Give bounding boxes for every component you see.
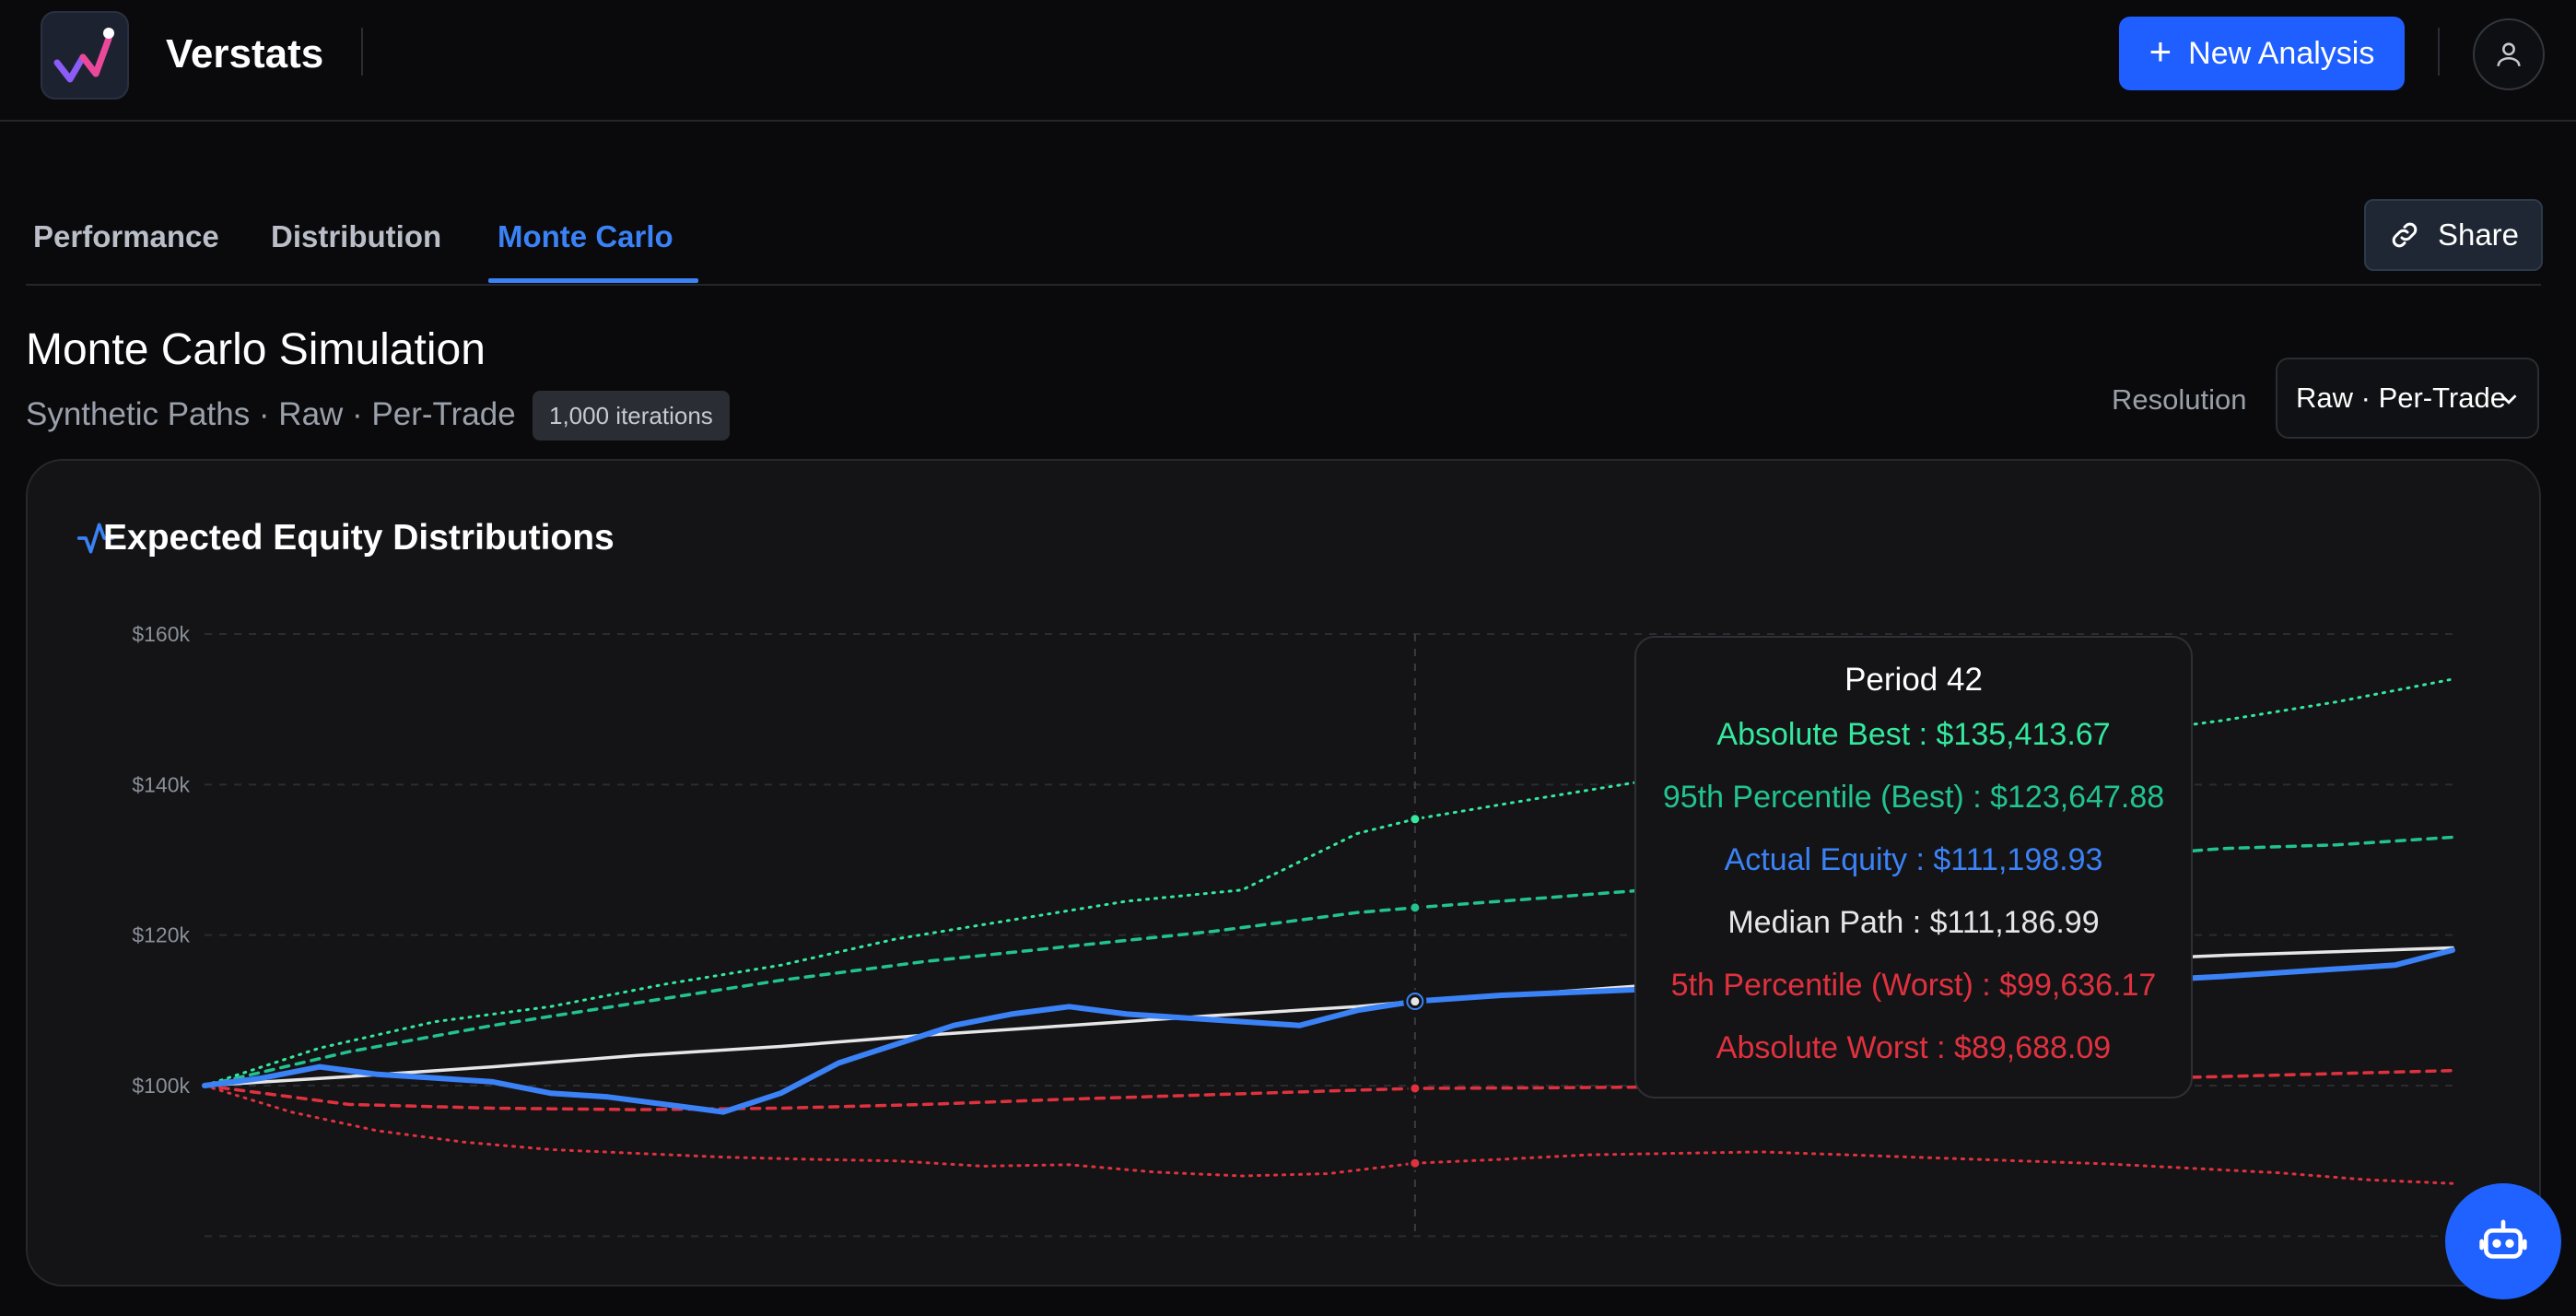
tooltip-title: Period 42 [1844, 662, 1983, 698]
resolution-value: Raw · Per-Trade [2296, 382, 2506, 414]
card-title: Expected Equity Distributions [103, 518, 615, 558]
y-tick-label: $100k [132, 1074, 190, 1098]
assistant-bot-button[interactable] [2445, 1183, 2561, 1299]
tooltip-row-absolute-best: Absolute Best : $135,413.67 [1716, 717, 2111, 752]
app-name: Verstats [166, 31, 324, 76]
y-tick-label: $120k [132, 923, 190, 947]
activity-icon [76, 523, 115, 554]
tooltip-row-5th-percentile: 5th Percentile (Worst) : $99,636.17 [1670, 968, 2157, 1003]
new-analysis-button[interactable]: + New Analysis [2119, 17, 2405, 90]
bot-icon [2479, 1219, 2527, 1259]
link-icon [2392, 222, 2418, 248]
page-subtitle: Synthetic Paths · Raw · Per-Trade [26, 396, 516, 432]
series-line-absolute-worst [203, 1084, 2454, 1185]
tooltip-row-absolute-worst: Absolute Worst : $89,688.09 [1715, 1030, 2112, 1065]
y-tick-label: $160k [132, 622, 190, 646]
app-header: Verstats + New Analysis [0, 0, 2576, 122]
user-menu-button[interactable] [2473, 18, 2545, 90]
chart-logo-icon[interactable] [41, 11, 129, 100]
tooltip-row-actual-equity: Actual Equity : $111,198.93 [1724, 842, 2103, 877]
view-tabs: Performance Distribution Monte Carlo [26, 212, 2541, 286]
hover-point [1408, 812, 1423, 827]
header-divider-right [2438, 28, 2440, 76]
chart-tooltip: Period 42 Absolute Best : $135,413.67 95… [1634, 636, 2193, 1099]
resolution-label: Resolution [2112, 383, 2247, 416]
hover-point [1408, 1156, 1423, 1170]
new-analysis-label: New Analysis [2188, 35, 2375, 71]
tab-monte-carlo[interactable]: Monte Carlo [498, 219, 673, 253]
user-icon [2497, 42, 2521, 66]
resolution-select[interactable]: Raw · Per-Trade [2276, 358, 2539, 439]
share-button[interactable]: Share [2364, 199, 2543, 271]
share-label: Share [2437, 217, 2520, 252]
header-divider [361, 28, 363, 76]
chevron-down-icon [2500, 394, 2517, 405]
page-title: Monte Carlo Simulation [26, 325, 486, 374]
hover-point [1408, 994, 1423, 1009]
tab-performance[interactable]: Performance [33, 219, 219, 253]
hover-point [1408, 1081, 1423, 1096]
tooltip-row-median-path: Median Path : $111,186.99 [1727, 905, 2100, 940]
y-tick-label: $140k [132, 772, 190, 796]
plus-icon: + [2149, 29, 2172, 73]
iterations-badge: 1,000 iterations [533, 391, 730, 441]
active-tab-indicator [488, 278, 698, 283]
tooltip-row-95th-percentile: 95th Percentile (Best) : $123,647.88 [1662, 780, 2165, 815]
hover-point [1408, 900, 1423, 915]
tab-distribution[interactable]: Distribution [271, 219, 442, 253]
